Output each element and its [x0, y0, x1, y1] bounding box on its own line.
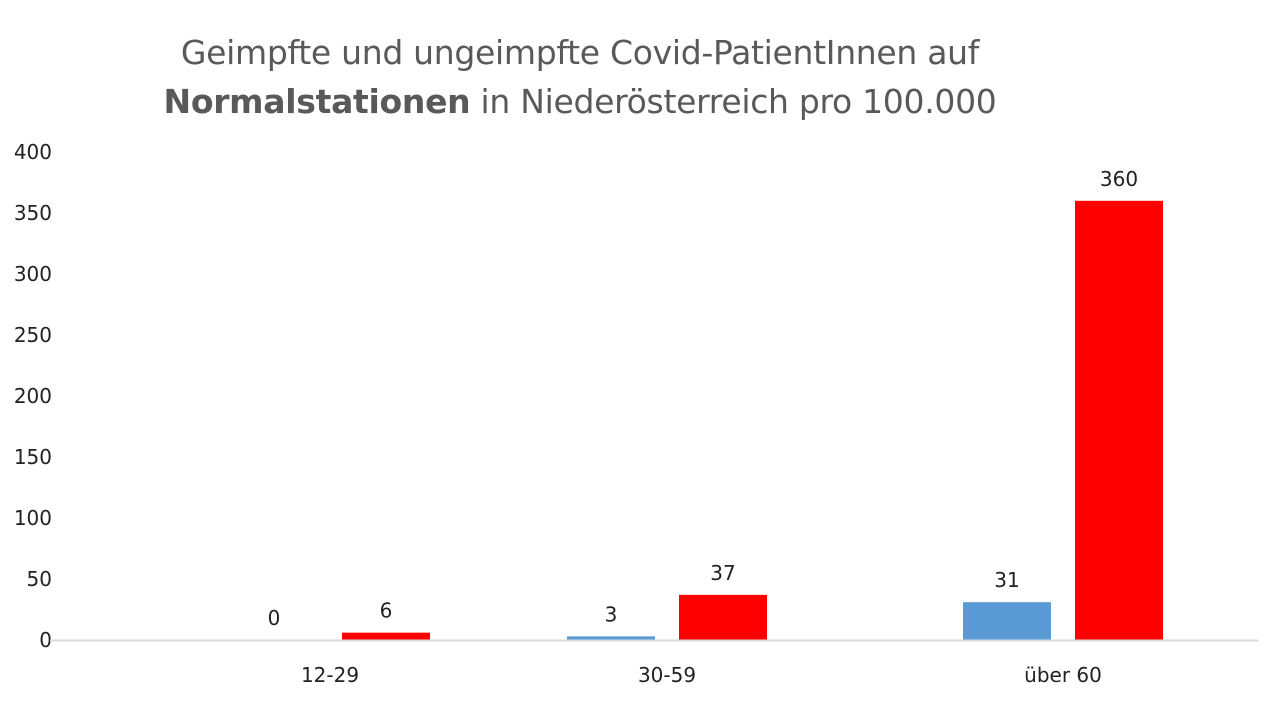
data-label: 0: [268, 606, 281, 630]
y-tick-label: 0: [39, 628, 52, 652]
y-tick-label: 150: [14, 445, 52, 469]
data-label: 6: [380, 599, 393, 623]
y-tick-label: 100: [14, 506, 52, 530]
chart-title-rest-part: in Niederösterreich pro 100.000: [470, 82, 997, 121]
chart-title-bold-part: Normalstationen: [163, 82, 471, 121]
y-tick-label: 200: [14, 384, 52, 408]
bar-ungeimpft-0: [342, 632, 430, 640]
chart-title-line-2: Normalstationen in Niederösterreich pro …: [0, 77, 1160, 126]
y-tick-label: 350: [14, 201, 52, 225]
category-label: 30-59: [638, 663, 696, 687]
bar-ungeimpft-1: [679, 594, 767, 640]
category-label: 12-29: [301, 663, 359, 687]
category-label: über 60: [1024, 663, 1102, 687]
y-tick-label: 400: [14, 140, 52, 164]
bar-ungeimpft-2: [1075, 200, 1163, 641]
bar-geimpft-1: [567, 636, 655, 640]
y-tick-label: 50: [27, 567, 52, 591]
category-labels: 12-29 30-59 über 60: [301, 663, 1102, 687]
bars: [342, 200, 1163, 641]
chart-title-line-1: Geimpfte und ungeimpfte Covid-PatientInn…: [180, 33, 980, 72]
bar-geimpft-2: [963, 602, 1051, 640]
data-label: 3: [605, 602, 618, 626]
y-tick-label: 250: [14, 323, 52, 347]
y-axis-ticks: 0 50 100 150 200 250 300 350 400: [14, 140, 52, 652]
data-label: 37: [710, 561, 735, 585]
data-label: 360: [1100, 167, 1138, 191]
data-label: 31: [994, 568, 1019, 592]
chart-title: Geimpfte und ungeimpfte Covid-PatientInn…: [0, 28, 1160, 126]
y-tick-label: 300: [14, 262, 52, 286]
data-labels: 0 6 3 37 31 360: [268, 167, 1138, 630]
